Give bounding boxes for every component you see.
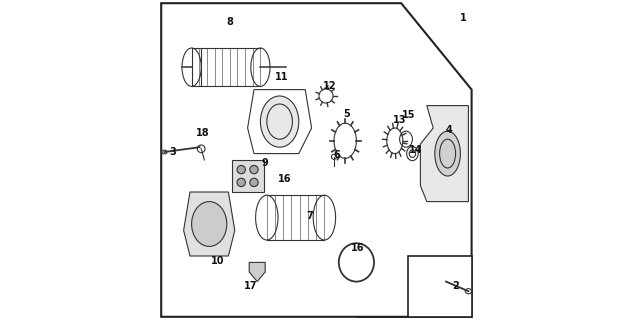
Text: 12: 12	[322, 81, 336, 92]
Text: 15: 15	[402, 110, 415, 120]
Ellipse shape	[260, 96, 299, 147]
Text: 14: 14	[409, 145, 422, 156]
Text: 10: 10	[211, 256, 224, 266]
Polygon shape	[356, 256, 472, 317]
Text: 9: 9	[262, 158, 268, 168]
Ellipse shape	[237, 178, 245, 187]
Text: 18: 18	[196, 128, 210, 138]
Text: 16: 16	[278, 174, 291, 184]
Ellipse shape	[250, 178, 258, 187]
Text: 7: 7	[307, 211, 314, 221]
Polygon shape	[420, 106, 468, 202]
Text: 4: 4	[446, 124, 453, 135]
Polygon shape	[184, 192, 235, 256]
Text: 5: 5	[343, 108, 350, 119]
Text: 2: 2	[452, 281, 459, 292]
Text: 11: 11	[275, 72, 288, 82]
Text: 17: 17	[244, 281, 258, 292]
Ellipse shape	[191, 202, 227, 246]
Bar	[232, 160, 263, 192]
Text: 6: 6	[334, 150, 340, 160]
Text: 8: 8	[226, 17, 233, 28]
Text: 1: 1	[460, 12, 467, 23]
Ellipse shape	[435, 131, 460, 176]
Text: 16: 16	[351, 243, 365, 253]
Ellipse shape	[237, 165, 245, 174]
Polygon shape	[249, 262, 265, 282]
Text: 3: 3	[169, 147, 176, 157]
Text: 13: 13	[393, 115, 406, 125]
Ellipse shape	[250, 165, 258, 174]
